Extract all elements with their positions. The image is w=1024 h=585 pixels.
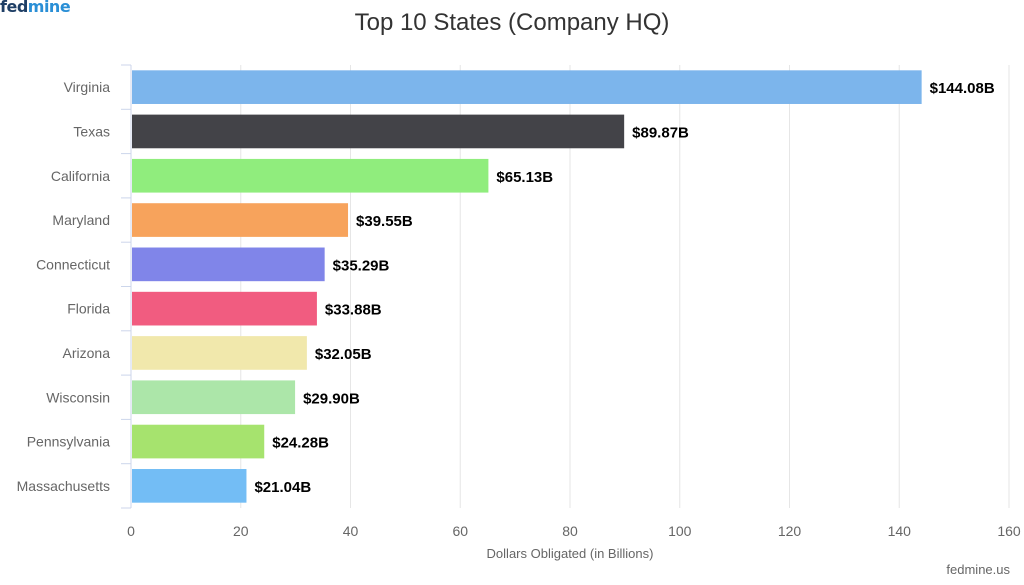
category-label: Arizona (63, 345, 111, 361)
category-label: Pennsylvania (27, 434, 110, 450)
bar[interactable] (132, 336, 307, 370)
data-label: $24.28B (272, 435, 329, 452)
category-label: Massachusetts (17, 478, 110, 494)
data-label: $144.08B (930, 80, 995, 97)
category-label: Florida (67, 301, 110, 317)
category-label: Maryland (52, 212, 110, 228)
x-tick-label: 80 (562, 523, 578, 539)
fedmine-logo: fedmine (0, 0, 71, 16)
data-label: $33.88B (325, 302, 382, 319)
x-tick-label: 160 (997, 523, 1021, 539)
x-tick-label: 60 (452, 523, 468, 539)
category-label: Connecticut (36, 256, 110, 272)
data-label: $89.87B (632, 124, 689, 141)
bar[interactable] (132, 70, 922, 104)
axes (121, 64, 132, 509)
logo-part-mine: mine (27, 0, 71, 16)
data-labels: $144.08B $89.87B $65.13B $39.55B $35.29B $33.… (254, 80, 994, 496)
bar[interactable] (132, 469, 247, 503)
category-label: California (51, 168, 110, 184)
x-tick-label: 40 (343, 523, 359, 539)
x-tick-label: 0 (127, 523, 135, 539)
tick-labels: 0 20 40 60 80 100 120 140 160 (127, 523, 1021, 539)
data-label: $29.90B (303, 390, 360, 407)
x-tick-label: 20 (233, 523, 249, 539)
bar[interactable] (132, 247, 325, 282)
data-label: $35.29B (333, 257, 390, 274)
x-tick-label: 100 (668, 523, 692, 539)
credit-text: fedmine.us (946, 562, 1010, 577)
bars (132, 70, 922, 503)
bar[interactable] (132, 424, 265, 459)
bar[interactable] (132, 158, 489, 193)
category-label: Wisconsin (46, 389, 110, 405)
bar[interactable] (132, 114, 625, 149)
data-label: $65.13B (496, 169, 553, 186)
category-labels: Virginia Texas California Maryland Connectic… (17, 79, 111, 494)
data-label: $32.05B (315, 346, 372, 363)
bar[interactable] (132, 203, 349, 237)
x-axis-label: Dollars Obligated (in Billions) (487, 546, 654, 561)
x-tick-label: 140 (888, 523, 912, 539)
bar[interactable] (132, 380, 296, 415)
bar[interactable] (132, 291, 317, 326)
category-label: Texas (73, 123, 110, 139)
x-tick-label: 120 (778, 523, 802, 539)
category-label: Virginia (64, 79, 111, 95)
chart-title: Top 10 States (Company HQ) (354, 9, 670, 36)
data-label: $21.04B (254, 479, 311, 496)
data-label: $39.55B (356, 213, 413, 230)
logo-part-fed: fed (0, 0, 28, 16)
